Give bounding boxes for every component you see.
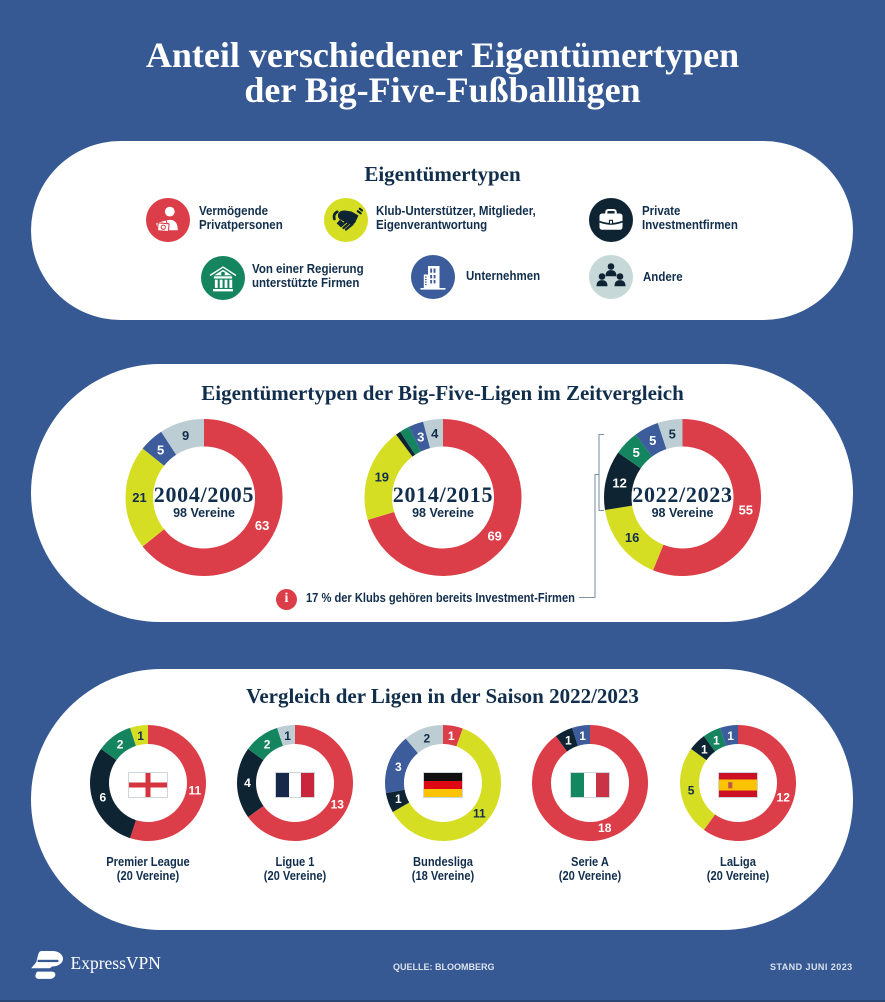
svg-text:18: 18 <box>598 821 612 835</box>
svg-text:1: 1 <box>565 734 572 748</box>
svg-text:11: 11 <box>188 783 201 797</box>
svg-text:69: 69 <box>487 529 501 544</box>
svg-text:9: 9 <box>182 428 189 443</box>
svg-text:5: 5 <box>633 445 640 460</box>
svg-text:1: 1 <box>727 729 734 743</box>
svg-text:2: 2 <box>116 738 123 752</box>
svg-text:1: 1 <box>395 792 402 806</box>
svg-text:4: 4 <box>244 776 251 790</box>
svg-text:4: 4 <box>431 426 439 441</box>
svg-text:6: 6 <box>99 791 106 805</box>
svg-text:1: 1 <box>284 729 291 743</box>
svg-text:3: 3 <box>417 430 424 445</box>
svg-text:1: 1 <box>137 729 144 743</box>
svg-text:2: 2 <box>423 731 430 745</box>
svg-text:12: 12 <box>776 791 790 805</box>
svg-text:63: 63 <box>255 518 269 533</box>
svg-text:5: 5 <box>669 426 676 441</box>
svg-text:16: 16 <box>625 530 639 545</box>
svg-text:1: 1 <box>447 729 454 743</box>
svg-text:1: 1 <box>713 734 720 748</box>
svg-text:3: 3 <box>395 760 402 774</box>
svg-text:19: 19 <box>375 470 389 485</box>
svg-text:2: 2 <box>264 738 271 752</box>
svg-text:5: 5 <box>157 442 164 457</box>
svg-text:11: 11 <box>473 807 486 821</box>
svg-text:13: 13 <box>331 798 345 812</box>
svg-text:55: 55 <box>739 502 753 517</box>
svg-text:5: 5 <box>649 433 656 448</box>
svg-text:5: 5 <box>687 783 694 797</box>
svg-text:1: 1 <box>701 742 708 756</box>
svg-text:1: 1 <box>579 729 586 743</box>
svg-text:21: 21 <box>132 490 146 505</box>
svg-text:12: 12 <box>612 476 626 491</box>
